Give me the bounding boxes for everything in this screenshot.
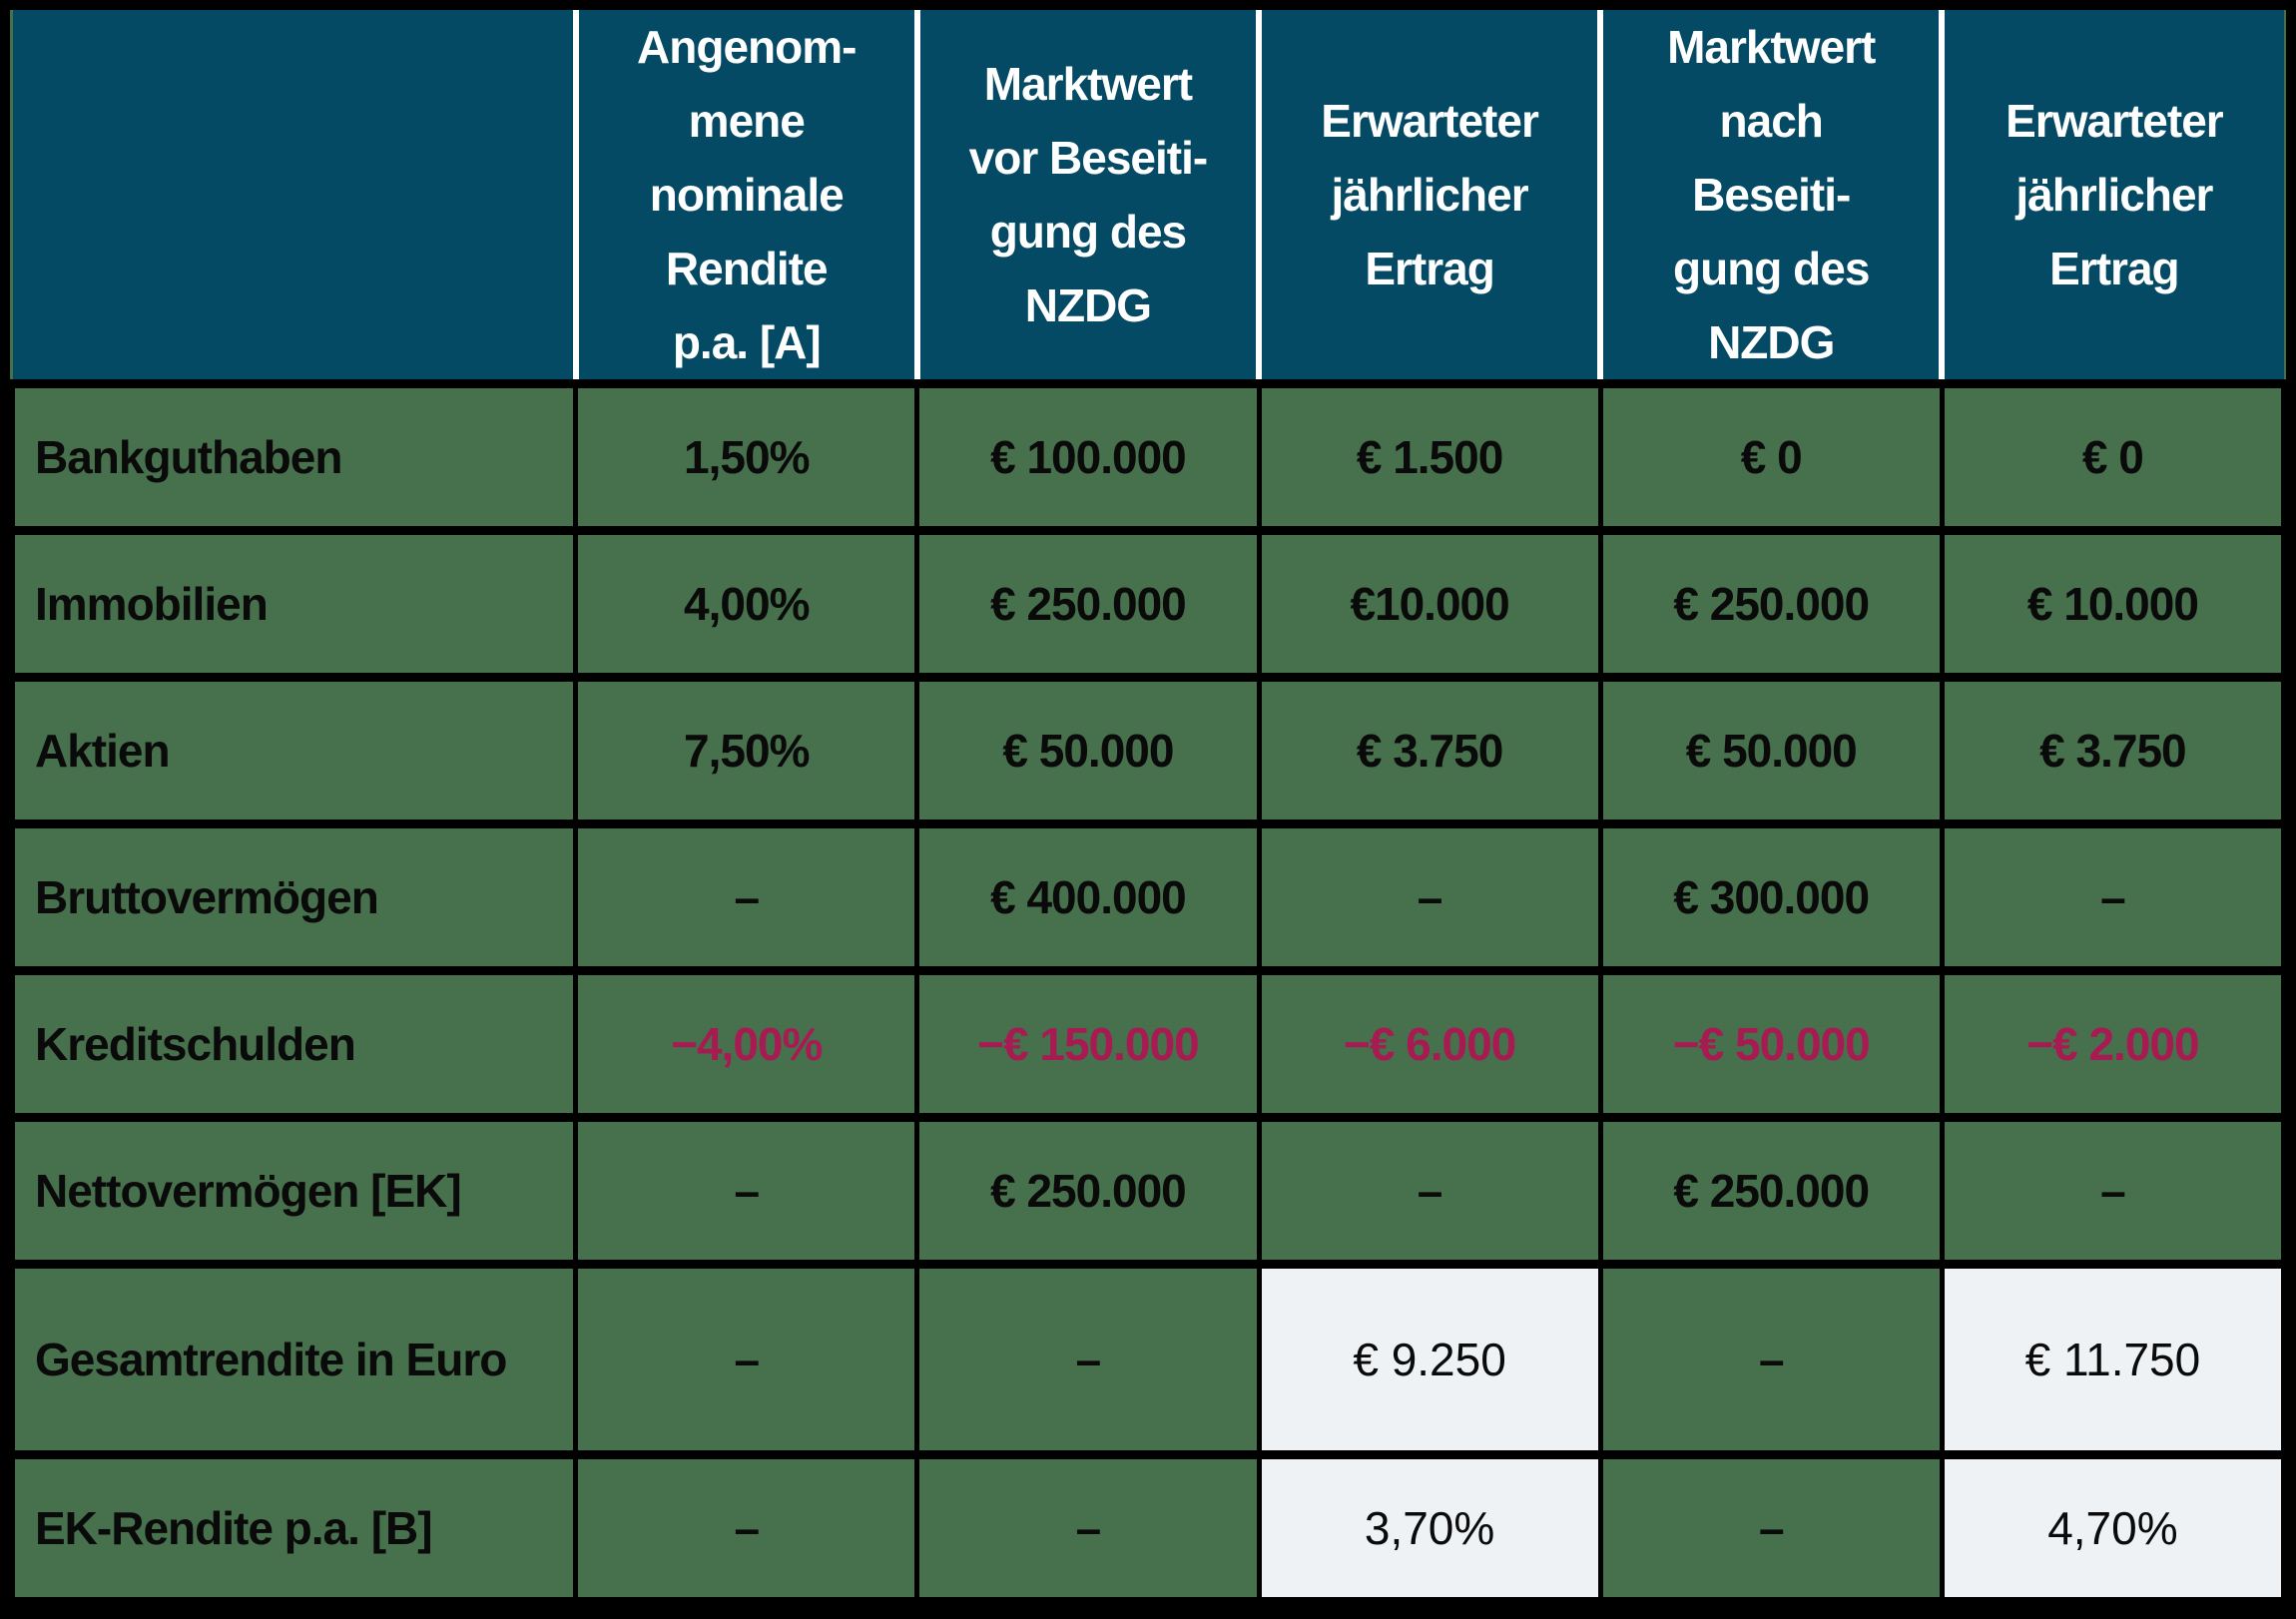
column-header-market-value-after-nzdg: Marktwert nach Beseiti- gung des NZDG bbox=[1597, 10, 1943, 388]
table-cell: 4,00% bbox=[573, 526, 920, 683]
highlight-cell: € 9.250 bbox=[1256, 1260, 1603, 1459]
table-cell: €10.000 bbox=[1256, 526, 1603, 683]
table-cell: – bbox=[914, 1449, 1262, 1607]
table-cell: € 1.500 bbox=[1256, 378, 1603, 536]
table-cell: € 50.000 bbox=[914, 673, 1262, 829]
column-header-assumed-nominal-return: Angenom- mene nominale Rendite p.a. [A] bbox=[572, 10, 917, 388]
row-label-immobilien: Immobilien bbox=[9, 526, 579, 683]
table-cell: – bbox=[573, 1260, 920, 1459]
table-row-aktien: Aktien 7,50% € 50.000 € 3.750 € 50.000 €… bbox=[9, 673, 2287, 829]
row-label-kreditschulden: Kreditschulden bbox=[9, 966, 579, 1123]
row-label-gesamtrendite: Gesamtrendite in Euro bbox=[9, 1260, 579, 1459]
table-cell-negative: −€ 6.000 bbox=[1256, 966, 1603, 1123]
header-row: Angenom- mene nominale Rendite p.a. [A] … bbox=[12, 10, 2284, 388]
row-label-nettovermoegen: Nettovermögen [EK] bbox=[9, 1113, 579, 1270]
table-row-nettovermoegen: Nettovermögen [EK] – € 250.000 – € 250.0… bbox=[9, 1113, 2287, 1270]
table-cell: € 300.000 bbox=[1597, 819, 1945, 976]
table-row-ek-rendite: EK-Rendite p.a. [B] – – 3,70% – 4,70% bbox=[9, 1449, 2287, 1607]
table-cell-negative: −€ 150.000 bbox=[914, 966, 1262, 1123]
table-cell-negative: −€ 50.000 bbox=[1597, 966, 1945, 1123]
table-row-gesamtrendite: Gesamtrendite in Euro – – € 9.250 – € 11… bbox=[9, 1260, 2287, 1459]
column-header-expected-annual-income-before: Erwarteter jährlicher Ertrag bbox=[1255, 10, 1601, 388]
table-cell: € 100.000 bbox=[914, 378, 1262, 536]
column-header-expected-annual-income-after: Erwarteter jährlicher Ertrag bbox=[1939, 10, 2284, 388]
table-cell: 1,50% bbox=[573, 378, 920, 536]
table-cell: € 250.000 bbox=[914, 526, 1262, 683]
table-cell: – bbox=[573, 1449, 920, 1607]
table-cell: – bbox=[914, 1260, 1262, 1459]
highlight-cell: 4,70% bbox=[1939, 1449, 2287, 1607]
row-label-bankguthaben: Bankguthaben bbox=[9, 378, 579, 536]
table-cell: € 3.750 bbox=[1256, 673, 1603, 829]
highlight-cell: 3,70% bbox=[1256, 1449, 1603, 1607]
table-row-immobilien: Immobilien 4,00% € 250.000 €10.000 € 250… bbox=[9, 526, 2287, 683]
table-body: Bankguthaben 1,50% € 100.000 € 1.500 € 0… bbox=[9, 378, 2287, 1607]
table-cell: € 0 bbox=[1939, 378, 2287, 536]
table-cell: – bbox=[1256, 819, 1603, 976]
table-row-kreditschulden: Kreditschulden −4,00% −€ 150.000 −€ 6.00… bbox=[9, 966, 2287, 1123]
table-cell-negative: −€ 2.000 bbox=[1939, 966, 2287, 1123]
table-cell: € 400.000 bbox=[914, 819, 1262, 976]
table-cell: – bbox=[1939, 819, 2287, 976]
table-cell-negative: −4,00% bbox=[573, 966, 920, 1123]
table-row-bankguthaben: Bankguthaben 1,50% € 100.000 € 1.500 € 0… bbox=[9, 378, 2287, 536]
column-header-market-value-before-nzdg: Marktwert vor Beseiti- gung des NZDG bbox=[913, 10, 1259, 388]
row-label-ek-rendite: EK-Rendite p.a. [B] bbox=[9, 1449, 579, 1607]
table-cell: 7,50% bbox=[573, 673, 920, 829]
table-cell: – bbox=[1256, 1113, 1603, 1270]
corner-header-cell bbox=[12, 10, 576, 388]
table-cell: – bbox=[573, 819, 920, 976]
row-label-aktien: Aktien bbox=[9, 673, 579, 829]
asset-return-table: Angenom- mene nominale Rendite p.a. [A] … bbox=[9, 10, 2287, 1607]
table-cell: € 250.000 bbox=[1597, 526, 1945, 683]
table-row-bruttovermoegen: Bruttovermögen – € 400.000 – € 300.000 – bbox=[9, 819, 2287, 976]
table-cell: – bbox=[1939, 1113, 2287, 1270]
table-cell: – bbox=[1597, 1449, 1945, 1607]
table-cell: – bbox=[1597, 1260, 1945, 1459]
table-cell: € 250.000 bbox=[1597, 1113, 1945, 1270]
table-cell: € 10.000 bbox=[1939, 526, 2287, 683]
table-cell: € 50.000 bbox=[1597, 673, 1945, 829]
table-cell: € 0 bbox=[1597, 378, 1945, 536]
table-cell: € 250.000 bbox=[914, 1113, 1262, 1270]
table-cell: – bbox=[573, 1113, 920, 1270]
row-label-bruttovermoegen: Bruttovermögen bbox=[9, 819, 579, 976]
table-cell: € 3.750 bbox=[1939, 673, 2287, 829]
highlight-cell: € 11.750 bbox=[1939, 1260, 2287, 1459]
table-header: Angenom- mene nominale Rendite p.a. [A] … bbox=[12, 10, 2284, 388]
